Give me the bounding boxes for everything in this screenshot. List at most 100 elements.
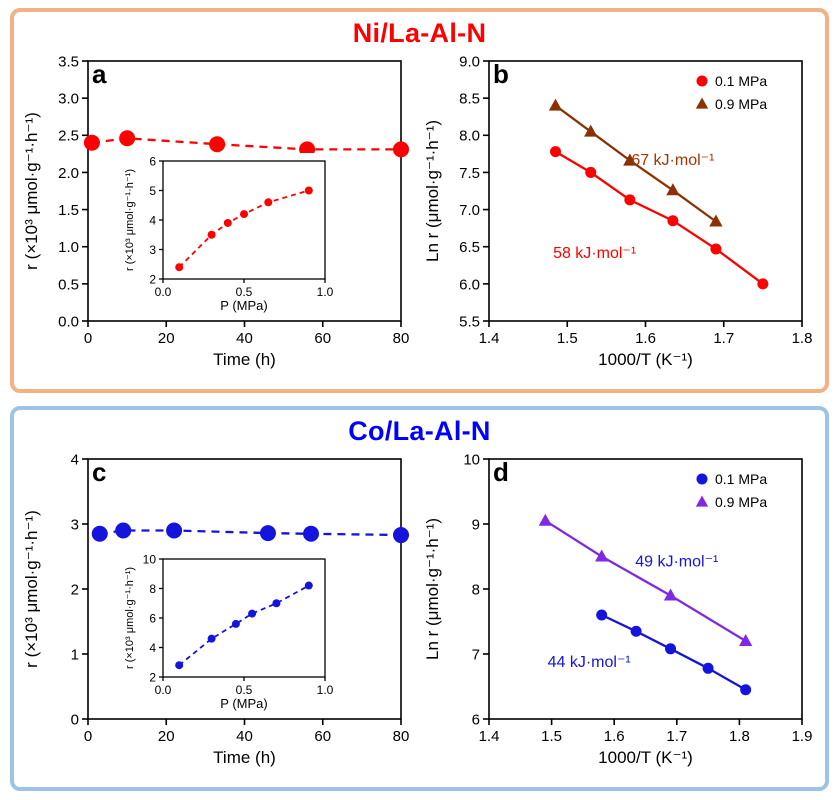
panel-a-label: a <box>92 59 107 89</box>
svg-text:1000/T (K⁻¹): 1000/T (K⁻¹) <box>598 748 693 767</box>
svg-text:1.0: 1.0 <box>317 285 334 299</box>
svg-text:6: 6 <box>472 711 480 728</box>
svg-text:10: 10 <box>143 552 157 566</box>
svg-text:49 kJ·mol⁻¹: 49 kJ·mol⁻¹ <box>635 553 718 570</box>
panel-c-chart: 0 20 40 60 80 0 1 2 3 4 Time (h) r (×10³ μmol·g⁻¹·h… <box>20 449 415 776</box>
svg-text:1000/T (K⁻¹): 1000/T (K⁻¹) <box>598 350 693 369</box>
svg-text:2.0: 2.0 <box>58 165 79 182</box>
svg-text:80: 80 <box>393 330 410 347</box>
svg-text:6: 6 <box>149 611 156 625</box>
svg-text:3.0: 3.0 <box>58 91 79 108</box>
svg-text:60: 60 <box>314 728 331 745</box>
svg-text:Time (h): Time (h) <box>213 748 276 767</box>
svg-text:0.0: 0.0 <box>155 285 172 299</box>
svg-text:7.0: 7.0 <box>459 202 480 219</box>
svg-text:10: 10 <box>463 451 480 468</box>
svg-text:0.5: 0.5 <box>236 683 253 697</box>
svg-text:40: 40 <box>236 728 253 745</box>
svg-text:0.1 MPa: 0.1 MPa <box>715 471 767 487</box>
svg-text:1.7: 1.7 <box>713 330 734 347</box>
svg-text:4: 4 <box>71 451 79 468</box>
panel-c-label: c <box>92 457 107 487</box>
svg-text:6: 6 <box>149 154 156 168</box>
svg-text:1.4: 1.4 <box>479 728 500 745</box>
panel-c-inset-chart: 0.0 0.5 1.0 2 4 6 8 10 P (MPa) r (×10³ μmol·g⁻¹·h… <box>123 551 335 718</box>
panel-b-label: b <box>493 59 509 89</box>
section-co-la-al-n: Co/La-Al-N 0 20 40 60 80 0 1 2 3 4 Time (h) r (×10³… <box>10 406 829 791</box>
svg-text:8.0: 8.0 <box>459 128 480 145</box>
svg-text:Time (h): Time (h) <box>213 350 276 369</box>
svg-text:1.7: 1.7 <box>666 728 687 745</box>
panel-d-label: d <box>493 457 509 487</box>
svg-text:0.5: 0.5 <box>236 285 253 299</box>
svg-text:8.5: 8.5 <box>459 91 480 108</box>
svg-text:0: 0 <box>84 728 92 745</box>
svg-text:0: 0 <box>84 330 92 347</box>
svg-text:2.5: 2.5 <box>58 128 79 145</box>
svg-text:0.0: 0.0 <box>58 313 79 330</box>
panels-row-top: 0 20 40 60 80 0.0 0.5 1.0 1.5 2.0 2.5 3.0 3.5 Time (h… <box>18 51 821 381</box>
svg-text:4: 4 <box>149 641 156 655</box>
svg-text:0.5: 0.5 <box>58 276 79 293</box>
svg-text:9.0: 9.0 <box>459 53 480 70</box>
svg-text:2: 2 <box>71 581 79 598</box>
svg-text:3: 3 <box>149 243 156 257</box>
svg-text:1.6: 1.6 <box>604 728 625 745</box>
svg-text:r (×10³ μmol·g⁻¹·h⁻¹): r (×10³ μmol·g⁻¹·h⁻¹) <box>124 169 136 271</box>
svg-text:r (×10³ μmol·g⁻¹·h⁻¹): r (×10³ μmol·g⁻¹·h⁻¹) <box>22 510 41 668</box>
svg-text:1.9: 1.9 <box>792 728 813 745</box>
svg-text:1.6: 1.6 <box>635 330 656 347</box>
svg-text:7: 7 <box>472 646 480 663</box>
svg-text:0.0: 0.0 <box>155 683 172 697</box>
svg-text:20: 20 <box>158 330 175 347</box>
svg-text:9: 9 <box>472 516 480 533</box>
svg-text:58 kJ·mol⁻¹: 58 kJ·mol⁻¹ <box>553 245 636 262</box>
svg-text:3: 3 <box>71 516 79 533</box>
svg-text:1.0: 1.0 <box>58 239 79 256</box>
svg-text:1.5: 1.5 <box>557 330 578 347</box>
svg-text:2: 2 <box>149 272 156 286</box>
svg-text:5.5: 5.5 <box>459 313 480 330</box>
svg-text:80: 80 <box>393 728 410 745</box>
panel-c: 0 20 40 60 80 0 1 2 3 4 Time (h) r (×10³ μmol·g⁻¹·h… <box>20 449 418 779</box>
section-ni-la-al-n: Ni/La-Al-N 0 20 40 60 80 0.0 0.5 1.0 1.5 2.0 2.5 3.… <box>10 8 829 393</box>
svg-text:60: 60 <box>314 330 331 347</box>
svg-text:0.9 MPa: 0.9 MPa <box>715 494 767 510</box>
svg-text:Ln r (μmol·g⁻¹·h⁻¹): Ln r (μmol·g⁻¹·h⁻¹) <box>423 120 442 262</box>
svg-text:6.0: 6.0 <box>459 276 480 293</box>
section-title-ni: Ni/La-Al-N <box>352 18 487 48</box>
panel-a-chart: 0 20 40 60 80 0.0 0.5 1.0 1.5 2.0 2.5 3.0 3.5 Time (h… <box>20 51 415 378</box>
panel-b-chart: 1.4 1.5 1.6 1.7 1.8 5.5 6.0 6.5 7.0 7.5 8.0 8.5 9.0 1… <box>421 51 816 378</box>
svg-text:Ln r (μmol·g⁻¹·h⁻¹): Ln r (μmol·g⁻¹·h⁻¹) <box>423 518 442 660</box>
svg-text:44 kJ·mol⁻¹: 44 kJ·mol⁻¹ <box>548 654 631 671</box>
svg-text:40: 40 <box>236 330 253 347</box>
svg-text:8: 8 <box>472 581 480 598</box>
svg-text:0.9 MPa: 0.9 MPa <box>715 96 767 112</box>
svg-text:1.8: 1.8 <box>792 330 813 347</box>
panel-a-inset-chart: 0.0 0.5 1.0 2 3 4 5 6 P (MPa) r (×10³ μmol·g⁻¹·h⁻… <box>123 153 335 320</box>
svg-text:1: 1 <box>71 646 79 663</box>
panel-b: 1.4 1.5 1.6 1.7 1.8 5.5 6.0 6.5 7.0 7.5 8.0 8.5 9.0 1… <box>421 51 819 381</box>
svg-text:P (MPa): P (MPa) <box>220 696 267 711</box>
svg-text:r (×10³ μmol·g⁻¹·h⁻¹): r (×10³ μmol·g⁻¹·h⁻¹) <box>124 567 136 669</box>
svg-text:1.4: 1.4 <box>479 330 500 347</box>
svg-text:5: 5 <box>149 184 156 198</box>
panel-d: 1.4 1.5 1.6 1.7 1.8 1.9 6 7 8 9 10 1000/T (K⁻¹) Ln r… <box>421 449 819 779</box>
svg-text:6.5: 6.5 <box>459 239 480 256</box>
svg-text:8: 8 <box>149 582 156 596</box>
svg-text:20: 20 <box>158 728 175 745</box>
svg-text:1.0: 1.0 <box>317 683 334 697</box>
svg-text:1.5: 1.5 <box>58 202 79 219</box>
svg-text:0: 0 <box>71 711 79 728</box>
svg-text:4: 4 <box>149 213 156 227</box>
svg-text:2: 2 <box>149 670 156 684</box>
svg-text:3.5: 3.5 <box>58 53 79 70</box>
svg-text:P (MPa): P (MPa) <box>220 298 267 313</box>
svg-text:67 kJ·mol⁻¹: 67 kJ·mol⁻¹ <box>631 152 714 169</box>
svg-text:1.5: 1.5 <box>541 728 562 745</box>
svg-text:0.1 MPa: 0.1 MPa <box>715 73 767 89</box>
section-title-co: Co/La-Al-N <box>348 416 491 446</box>
svg-text:1.8: 1.8 <box>729 728 750 745</box>
panel-d-chart: 1.4 1.5 1.6 1.7 1.8 1.9 6 7 8 9 10 1000/T (K⁻¹) Ln r… <box>421 449 816 776</box>
